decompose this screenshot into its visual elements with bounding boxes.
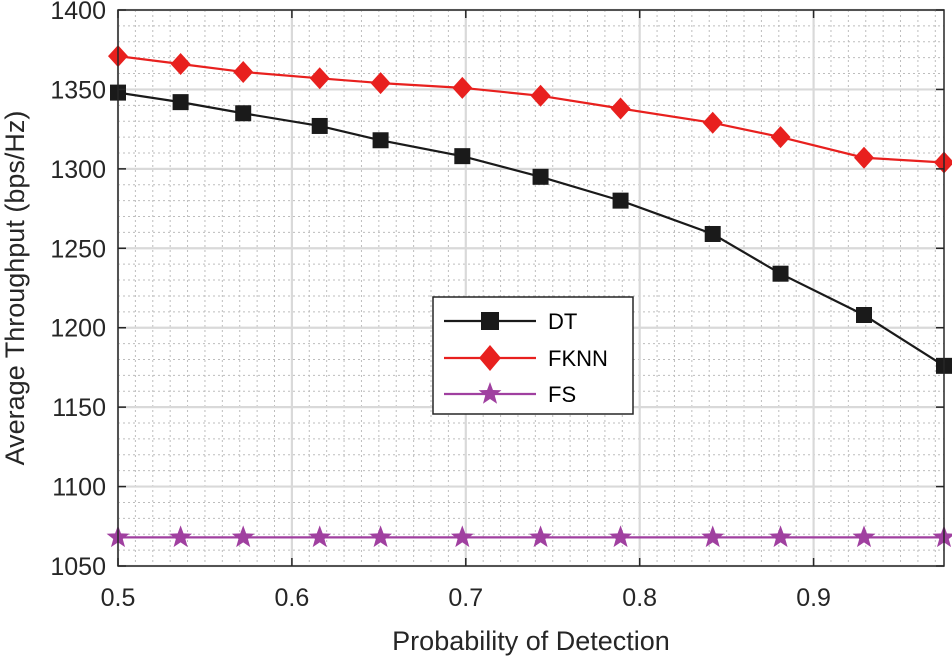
legend-entry-fs: FS [444,382,576,407]
legend-label-fknn: FKNN [548,346,608,371]
data-point-fs [609,525,632,548]
data-point-dt [235,105,252,122]
x-tick-label: 0.9 [796,584,831,612]
x-tick-label: 0.8 [622,584,657,612]
y-tick-label: 1150 [52,394,106,422]
y-tick-label: 1400 [50,0,106,25]
y-tick-label: 1250 [50,235,106,263]
data-point-fs [852,525,876,548]
x-tick-label: 0.7 [448,584,483,612]
data-point-fs [932,525,952,548]
legend-entry-dt: DT [444,309,577,334]
x-axis-label: Probability of Detection [392,626,670,656]
data-point-fknn [530,84,551,107]
data-point-fknn [702,111,723,134]
data-point-fs [701,525,725,548]
data-point-dt [532,168,549,185]
y-tick-labels: 1050 1100 1150 1200 1250 1300 1350 1400 [50,0,106,581]
data-point-fknn [233,60,254,83]
y-tick-label: 1050 [50,553,106,581]
series-dt [110,84,952,374]
data-point-dt [704,225,721,242]
plot-frame [117,9,945,567]
series-line-fknn [117,54,945,164]
legend-marker-fknn [479,345,501,371]
y-tick-label: 1200 [50,315,106,343]
x-tick-label: 0.5 [101,584,136,612]
series-layer [106,45,952,548]
data-point-fs [769,525,792,548]
data-point-fs [231,525,255,548]
legend: DT FKNN FS [432,296,634,415]
data-point-fknn [370,72,391,95]
y-axis-label: Average Throughput (bps/Hz) [0,111,30,466]
data-point-dt [856,307,873,324]
legend-marker-dt [481,312,499,330]
data-point-fknn [770,126,791,149]
data-point-fknn [854,146,875,169]
data-point-fs [169,525,193,548]
legend-label-dt: DT [548,309,577,334]
data-point-dt [612,192,629,209]
data-point-fknn [934,151,952,174]
y-tick-label: 1100 [52,474,106,502]
data-point-dt [772,265,789,282]
data-point-dt [172,94,189,111]
legend-marker-fs [478,382,502,404]
data-point-dt [311,117,328,134]
data-point-fknn [170,53,191,76]
x-tick-label: 0.6 [275,584,310,612]
data-point-fs [529,525,552,548]
data-point-dt [372,132,389,149]
data-point-dt [454,148,471,165]
legend-label-fs: FS [548,382,576,407]
data-point-fs [450,525,474,548]
legend-entry-fknn: FKNN [444,345,608,371]
series-line-dt [117,91,945,367]
data-point-fknn [309,67,330,90]
plot-background [118,10,944,566]
axis-ticks [117,9,944,567]
y-tick-label: 1350 [50,76,106,104]
series-fs [106,525,952,548]
y-tick-label: 1300 [50,156,106,184]
data-point-fknn [452,76,473,99]
data-point-fs [308,525,332,548]
data-point-fknn [610,97,631,120]
x-tick-labels: 0.5 0.6 0.7 0.8 0.9 [101,584,831,612]
series-fknn [108,45,952,174]
data-point-fs [369,525,392,548]
